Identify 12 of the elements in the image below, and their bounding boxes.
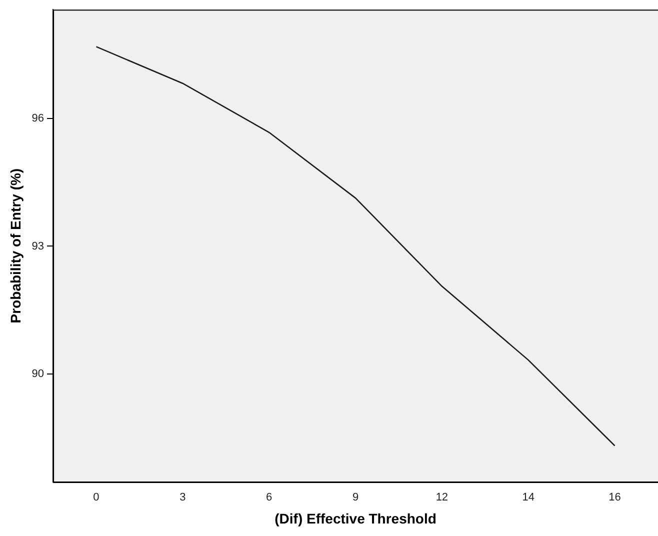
y-axis-title: Probability of Entry (%) [7,168,24,324]
y-tick-label: 93 [32,240,44,252]
x-tick-label: 16 [608,492,621,504]
x-tick-label: 12 [436,492,448,504]
x-axis-title: (Dif) Effective Threshold [274,510,436,526]
x-tick-label: 9 [352,492,359,504]
x-tick-label: 3 [180,492,186,504]
x-tick-label: 14 [522,492,534,504]
x-tick-label: 6 [266,492,272,504]
x-tick-label: 0 [93,492,100,504]
y-tick-label: 96 [32,112,44,124]
y-tick-label: 90 [32,368,44,380]
